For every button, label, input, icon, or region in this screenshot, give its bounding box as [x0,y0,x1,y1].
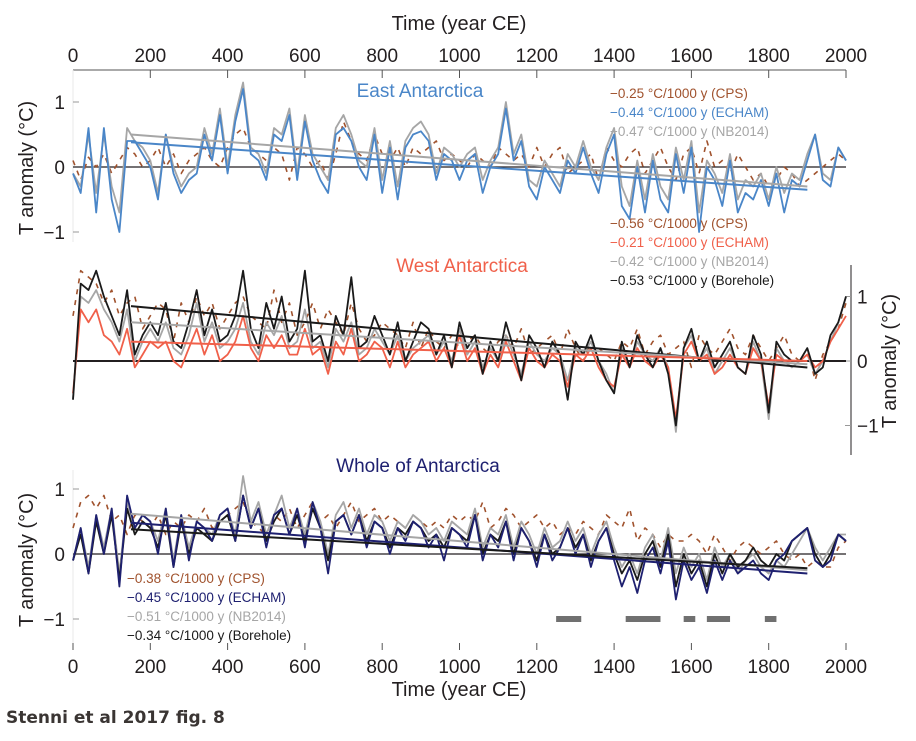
bottom-x-tick-label: 2000 [825,657,867,678]
trend-nb2014-trend [130,133,808,188]
top-x-tick-label: 800 [366,46,398,67]
bottom-x-tick-label: 400 [212,657,244,678]
highlight-bar [683,616,696,622]
series-cps [72,494,847,568]
y-tick-label: −1 [43,610,65,631]
panel-title: Whole of Antarctica [336,456,500,477]
y-tick-label: 1 [857,288,868,309]
y-tick-label: 1 [54,480,65,501]
series-nb2014 [72,81,847,214]
y-axis-title-whole: T anomaly (°C) [16,493,38,627]
trend-label: −0.45 °C/1000 y (ECHAM) [127,590,286,605]
y-axis-title-west: T anomaly (°C) [879,294,901,428]
trend-label: −0.44 °C/1000 y (ECHAM) [610,105,769,120]
panel-west-antarctica: −1 0 1 West Antarctica −0.56 °C/1000 y (CPS)… [72,216,879,455]
bottom-x-tick-label: 1800 [748,657,790,678]
panel-title: East Antarctica [357,81,484,102]
top-x-axis: 0 200 400 600 800 1000 1200 1400 1600 1800 2000 [68,46,867,78]
bottom-x-tick-label: 1200 [516,657,558,678]
bottom-x-tick-label: 200 [134,657,166,678]
trend-borehole-trend [130,528,808,570]
series-nb2014 [72,289,847,433]
y-tick-label: 0 [54,545,65,566]
top-x-tick-label: 400 [212,46,244,67]
bottom-x-tick-label: 600 [289,657,321,678]
panel-title: West Antarctica [396,256,528,277]
top-x-tick-label: 1600 [670,46,712,67]
top-x-tick-label: 1800 [748,46,790,67]
bottom-x-axis-title: Time (year CE) [392,679,527,701]
highlight-bar [556,616,582,622]
y-tick-label: 0 [857,352,868,373]
highlight-bar [764,616,777,622]
y-tick-label: 1 [54,93,65,114]
trend-label: −0.38 °C/1000 y (CPS) [127,571,265,586]
bottom-x-tick-label: 800 [366,657,398,678]
bottom-x-tick-label: 0 [68,657,79,678]
figure-caption: Stenni et al 2017 fig. 8 [6,708,225,728]
series-cps [72,269,847,382]
bottom-x-tick-label: 1400 [593,657,635,678]
top-x-tick-label: 0 [68,46,79,67]
trend-label: −0.34 °C/1000 y (Borehole) [127,628,291,643]
top-x-tick-label: 1000 [438,46,480,67]
top-x-tick-label: 200 [134,46,166,67]
panel-whole-antarctica: −1 0 1 Whole of Antarctica −0.38 °C/1000 y (… [43,456,847,650]
bottom-x-tick-label: 1000 [438,657,480,678]
highlight-bar [625,616,661,622]
bottom-x-tick-label: 1600 [670,657,712,678]
trend-label: −0.42 °C/1000 y (NB2014) [610,254,769,269]
y-tick-label: −1 [43,223,65,244]
top-x-tick-label: 1400 [593,46,635,67]
trend-label: −0.21 °C/1000 y (ECHAM) [610,235,769,250]
top-x-axis-title: Time (year CE) [392,13,527,35]
trend-label: −0.53 °C/1000 y (Borehole) [610,273,774,288]
series-borehole [72,269,847,427]
trend-echam-trend [130,340,808,362]
trend-echam-trend [130,141,808,191]
trend-label: −0.47 °C/1000 y (NB2014) [610,124,769,139]
panel-east-antarctica: −1 0 1 East Antarctica −0.25 °C/1000 y (CPS)… [43,70,847,244]
trend-label: −0.51 °C/1000 y (NB2014) [127,609,286,624]
top-x-tick-label: 600 [289,46,321,67]
highlight-bar [706,616,731,622]
y-axis-title-east: T anomaly (°C) [16,101,38,235]
bottom-x-axis: 0 200 400 600 800 1000 1200 1400 1600 1800 2000 [68,643,867,678]
top-x-tick-label: 1200 [516,46,558,67]
y-tick-label: −1 [857,417,879,438]
top-x-tick-label: 2000 [825,46,867,67]
trend-label: −0.56 °C/1000 y (CPS) [610,216,748,231]
trend-label: −0.25 °C/1000 y (CPS) [610,86,748,101]
y-tick-label: 0 [54,158,65,179]
